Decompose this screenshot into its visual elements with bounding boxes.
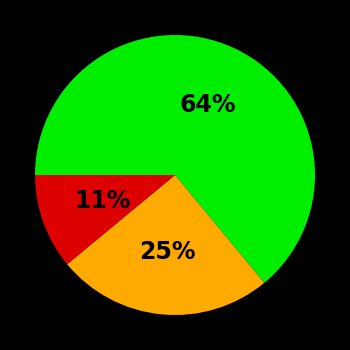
Wedge shape — [35, 35, 315, 283]
Text: 11%: 11% — [74, 189, 131, 213]
Text: 64%: 64% — [180, 93, 236, 117]
Text: 25%: 25% — [140, 240, 196, 264]
Wedge shape — [35, 175, 175, 264]
Wedge shape — [67, 175, 264, 315]
